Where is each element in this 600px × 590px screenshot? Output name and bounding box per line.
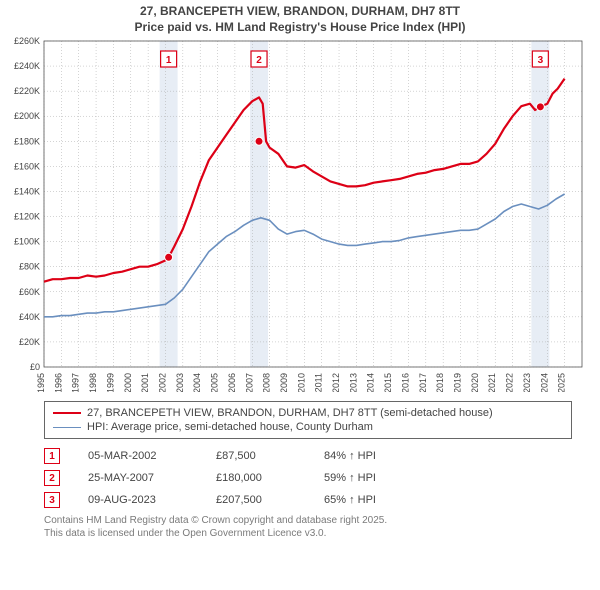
- marker-pct: 65% ↑ HPI: [324, 494, 376, 506]
- svg-text:1997: 1997: [71, 373, 81, 392]
- footer-line1: Contains HM Land Registry data © Crown c…: [44, 515, 387, 526]
- svg-text:2024: 2024: [539, 373, 549, 392]
- svg-text:£60K: £60K: [19, 287, 40, 297]
- marker-box-1: 1: [44, 448, 60, 464]
- marker-price: £207,500: [216, 494, 296, 506]
- svg-text:2000: 2000: [123, 373, 133, 392]
- svg-text:2009: 2009: [279, 373, 289, 392]
- svg-text:1999: 1999: [105, 373, 115, 392]
- svg-text:2017: 2017: [418, 373, 428, 392]
- marker-pct: 59% ↑ HPI: [324, 472, 376, 484]
- svg-text:1998: 1998: [88, 373, 98, 392]
- svg-text:2019: 2019: [453, 373, 463, 392]
- marker-box-2: 2: [44, 470, 60, 486]
- marker-date: 05-MAR-2002: [88, 450, 188, 462]
- title-line1: 27, BRANCEPETH VIEW, BRANDON, DURHAM, DH…: [140, 4, 460, 18]
- chart-title: 27, BRANCEPETH VIEW, BRANDON, DURHAM, DH…: [8, 4, 592, 35]
- svg-text:2006: 2006: [227, 373, 237, 392]
- svg-text:£80K: £80K: [19, 262, 40, 272]
- svg-text:£160K: £160K: [14, 162, 40, 172]
- svg-text:£140K: £140K: [14, 187, 40, 197]
- svg-text:2021: 2021: [487, 373, 497, 392]
- svg-text:£220K: £220K: [14, 86, 40, 96]
- svg-text:£20K: £20K: [19, 337, 40, 347]
- svg-text:2013: 2013: [348, 373, 358, 392]
- legend-item-blue: HPI: Average price, semi-detached house,…: [53, 420, 563, 434]
- svg-text:2025: 2025: [557, 373, 567, 392]
- svg-text:2008: 2008: [262, 373, 272, 392]
- marker-row: 1 05-MAR-2002 £87,500 84% ↑ HPI: [44, 445, 572, 467]
- svg-text:2005: 2005: [210, 373, 220, 392]
- svg-text:£240K: £240K: [14, 61, 40, 71]
- marker-row: 2 25-MAY-2007 £180,000 59% ↑ HPI: [44, 467, 572, 489]
- svg-text:2002: 2002: [157, 373, 167, 392]
- svg-text:2004: 2004: [192, 373, 202, 392]
- svg-text:2020: 2020: [470, 373, 480, 392]
- chart: £0 £20K £40K £60K £80K £100K £120K £140K £160K £1…: [8, 37, 592, 397]
- chart-svg: £0 £20K £40K £60K £80K £100K £120K £140K £160K £1…: [8, 37, 592, 392]
- svg-text:2010: 2010: [296, 373, 306, 392]
- svg-text:£40K: £40K: [19, 312, 40, 322]
- svg-text:2018: 2018: [435, 373, 445, 392]
- legend: 27, BRANCEPETH VIEW, BRANDON, DURHAM, DH…: [44, 401, 572, 439]
- svg-text:2016: 2016: [400, 373, 410, 392]
- svg-text:2: 2: [256, 55, 262, 66]
- marker-table: 1 05-MAR-2002 £87,500 84% ↑ HPI 2 25-MAY…: [44, 445, 572, 511]
- svg-text:2015: 2015: [383, 373, 393, 392]
- svg-text:2003: 2003: [175, 373, 185, 392]
- marker-price: £87,500: [216, 450, 296, 462]
- marker-date: 25-MAY-2007: [88, 472, 188, 484]
- svg-text:£200K: £200K: [14, 111, 40, 121]
- svg-text:£0: £0: [30, 362, 40, 372]
- svg-text:2001: 2001: [140, 373, 150, 392]
- legend-item-red: 27, BRANCEPETH VIEW, BRANDON, DURHAM, DH…: [53, 406, 563, 420]
- svg-text:2014: 2014: [366, 373, 376, 392]
- svg-text:£180K: £180K: [14, 136, 40, 146]
- marker-price: £180,000: [216, 472, 296, 484]
- legend-swatch-red: [53, 412, 81, 414]
- svg-text:1: 1: [166, 55, 172, 66]
- svg-text:3: 3: [538, 55, 544, 66]
- footer-note: Contains HM Land Registry data © Crown c…: [44, 515, 572, 540]
- marker-date: 09-AUG-2023: [88, 494, 188, 506]
- marker-box-3: 3: [44, 492, 60, 508]
- title-line2: Price paid vs. HM Land Registry's House …: [135, 20, 466, 34]
- legend-swatch-blue: [53, 427, 81, 428]
- svg-text:2011: 2011: [314, 373, 324, 392]
- marker-row: 3 09-AUG-2023 £207,500 65% ↑ HPI: [44, 489, 572, 511]
- svg-text:£100K: £100K: [14, 237, 40, 247]
- svg-text:2012: 2012: [331, 373, 341, 392]
- svg-text:2022: 2022: [505, 373, 515, 392]
- marker-pct: 84% ↑ HPI: [324, 450, 376, 462]
- svg-text:£260K: £260K: [14, 37, 40, 46]
- footer-line2: This data is licensed under the Open Gov…: [44, 528, 326, 539]
- svg-text:£120K: £120K: [14, 212, 40, 222]
- svg-text:2007: 2007: [244, 373, 254, 392]
- legend-label-blue: HPI: Average price, semi-detached house,…: [87, 421, 373, 433]
- svg-text:1996: 1996: [53, 373, 63, 392]
- svg-text:2023: 2023: [522, 373, 532, 392]
- legend-label-red: 27, BRANCEPETH VIEW, BRANDON, DURHAM, DH…: [87, 407, 493, 419]
- svg-text:1995: 1995: [36, 373, 46, 392]
